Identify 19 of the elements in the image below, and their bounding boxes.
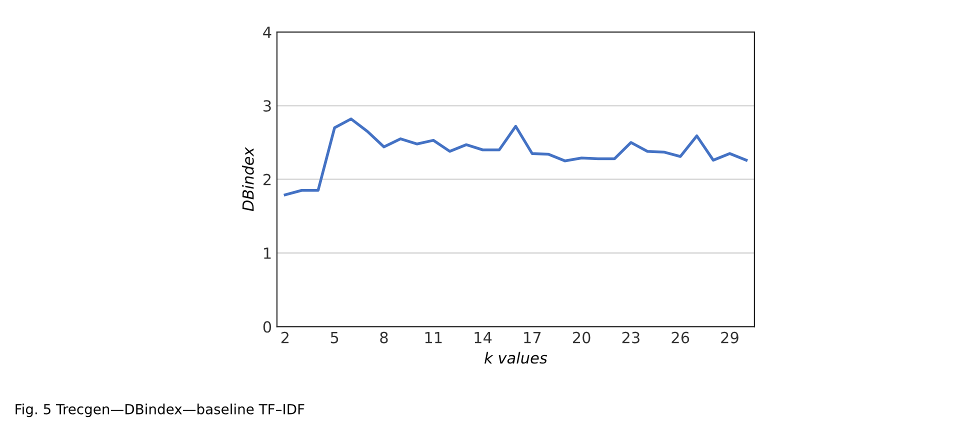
x-axis-title: k values	[484, 352, 548, 364]
y-tick-label: 1	[264, 248, 271, 259]
x-tick-label: 23	[622, 332, 640, 344]
y-tick-label: 4	[263, 26, 272, 38]
y-tick-label: 2	[263, 174, 271, 186]
x-tick-label: 5	[330, 332, 338, 344]
x-tick-label: 11	[425, 332, 442, 344]
x-tick-label: 29	[721, 332, 738, 344]
y-tick-label: 3	[264, 100, 271, 112]
x-tick-label: 20	[572, 332, 590, 344]
x-tick-label: 14	[474, 332, 492, 344]
y-tick-label: 0	[263, 321, 272, 333]
x-tick-label: 8	[380, 332, 388, 344]
x-tick-label: 17	[524, 332, 541, 344]
y-axis-title: DBindex	[242, 147, 254, 212]
x-tick-label: 26	[672, 332, 690, 344]
line-series	[284, 118, 748, 196]
caption: Fig. 5 Trecgen—DBindex—baseline TF–IDF	[16, 404, 304, 418]
x-tick-label: 2	[281, 332, 289, 344]
